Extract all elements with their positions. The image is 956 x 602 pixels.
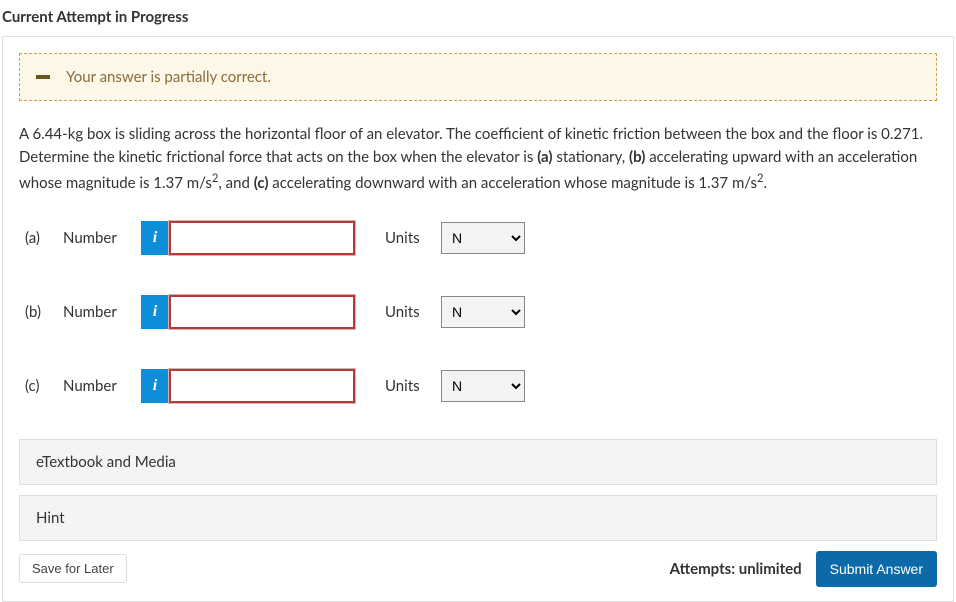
info-icon[interactable]: i — [141, 369, 169, 403]
number-input-a[interactable] — [169, 221, 355, 255]
etextbook-row[interactable]: eTextbook and Media — [19, 439, 937, 485]
number-label-c: Number — [63, 377, 141, 395]
question-panel: Your answer is partially correct. A 6.44… — [2, 36, 954, 602]
number-input-b[interactable] — [169, 295, 355, 329]
info-icon[interactable]: i — [141, 295, 169, 329]
question-text: A 6.44-kg box is sliding across the hori… — [19, 123, 937, 195]
minus-icon — [36, 75, 50, 79]
attempts-text: Attempts: unlimited — [670, 560, 802, 578]
number-input-c[interactable] — [169, 369, 355, 403]
units-select-a[interactable]: N — [441, 222, 525, 254]
number-label-b: Number — [63, 303, 141, 321]
attempt-header: Current Attempt in Progress — [0, 0, 956, 36]
hint-row[interactable]: Hint — [19, 495, 937, 541]
part-row-b: (b) Number i Units N — [19, 295, 937, 329]
units-label-b: Units — [385, 303, 441, 321]
number-label-a: Number — [63, 229, 141, 247]
submit-answer-button[interactable]: Submit Answer — [816, 551, 937, 587]
part-row-c: (c) Number i Units N — [19, 369, 937, 403]
units-label-c: Units — [385, 377, 441, 395]
footer-bar: Save for Later Attempts: unlimited Submi… — [19, 551, 937, 587]
part-label-a: (a) — [19, 229, 63, 247]
part-row-a: (a) Number i Units N — [19, 221, 937, 255]
part-label-b: (b) — [19, 303, 63, 321]
feedback-text: Your answer is partially correct. — [66, 68, 271, 86]
units-label-a: Units — [385, 229, 441, 247]
part-label-c: (c) — [19, 377, 63, 395]
units-select-c[interactable]: N — [441, 370, 525, 402]
feedback-bar: Your answer is partially correct. — [19, 53, 937, 101]
units-select-b[interactable]: N — [441, 296, 525, 328]
info-icon[interactable]: i — [141, 221, 169, 255]
